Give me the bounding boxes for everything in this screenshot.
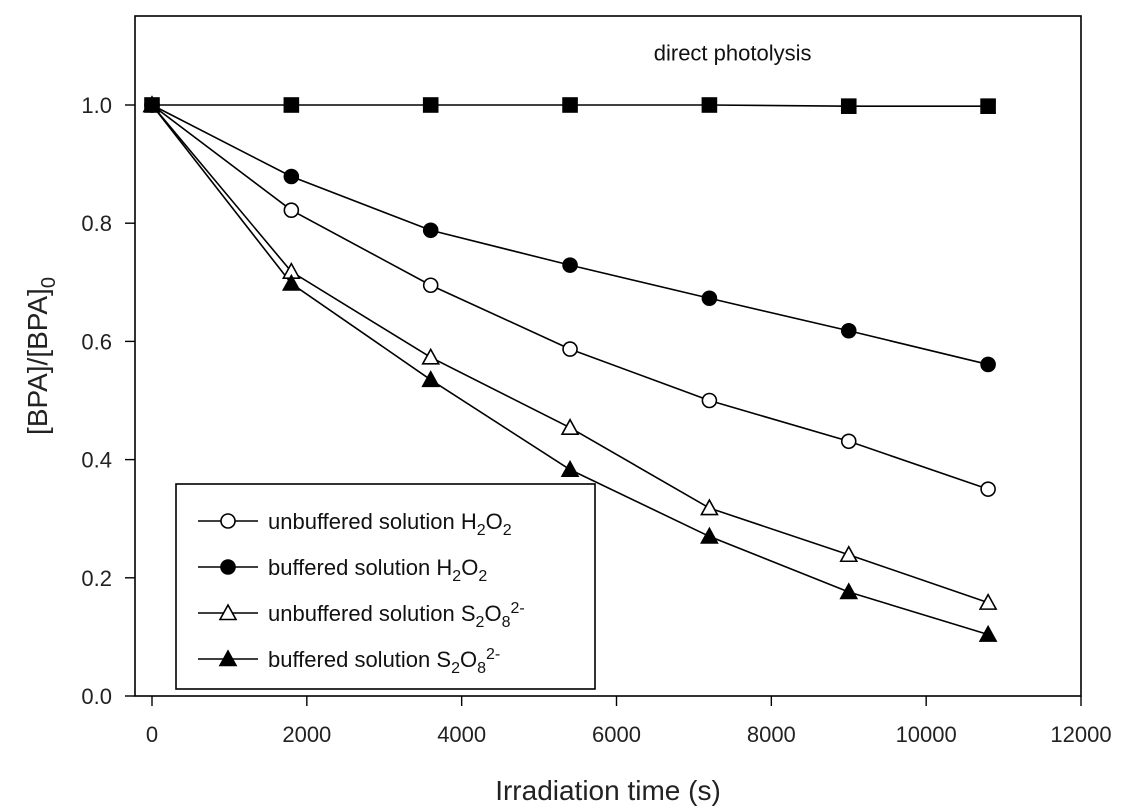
x-tick-label: 8000	[747, 722, 796, 747]
data-point-direct-photolysis	[701, 97, 718, 113]
data-point-buffered-solution-s2o8-2	[700, 526, 719, 544]
data-point-buffered-solution-s2o8-2	[281, 273, 301, 291]
legend-label-part: unbuffered solution H	[268, 509, 477, 534]
y-axis-title-main: [BPA]/[BPA]	[22, 288, 53, 435]
data-point-direct-photolysis	[283, 97, 300, 113]
data-point-direct-photolysis	[980, 98, 996, 114]
data-point-direct-photolysis	[840, 98, 857, 114]
data-point-buffered-solution-h2o2	[283, 168, 300, 185]
legend-box	[175, 483, 596, 690]
data-point-direct-photolysis	[422, 97, 439, 113]
legend-label-part: 2	[478, 568, 487, 585]
legend-label-part: 2	[477, 522, 486, 539]
y-tick-label: 0.0	[81, 684, 112, 709]
legend-marker-unbuffered-solution-s2o8-2	[218, 603, 238, 621]
series-line-buffered-solution-h2o2	[151, 104, 989, 366]
legend-label-part: 2	[503, 522, 512, 539]
legend-label-part: O	[484, 601, 501, 626]
annotation-direct-photolysis: direct photolysis	[654, 41, 812, 66]
data-point-buffered-solution-s2o8-2	[421, 370, 441, 388]
plot-frame	[134, 15, 1082, 697]
data-point-direct-photolysis	[562, 97, 578, 113]
legend-label-part: unbuffered solution S	[268, 601, 476, 626]
data-point-unbuffered-solution-s2o8-2	[700, 498, 719, 516]
x-tick-label: 2000	[282, 722, 331, 747]
legend-label-buffered-solution-s2o8-2: buffered solution S2O82-	[268, 646, 500, 677]
y-tick-label: 0.8	[81, 211, 112, 236]
data-point-unbuffered-solution-h2o2	[422, 277, 439, 294]
legend-label-part: O	[486, 509, 503, 534]
legend-label-part: O	[460, 647, 477, 672]
data-point-unbuffered-solution-s2o8-2	[421, 347, 441, 365]
legend-label-part: 2	[476, 614, 485, 631]
data-point-buffered-solution-h2o2	[422, 222, 439, 239]
data-point-buffered-solution-h2o2	[980, 356, 996, 373]
legend-label-part: O	[461, 555, 478, 580]
data-point-buffered-solution-s2o8-2	[142, 95, 162, 113]
data-point-buffered-solution-s2o8-2	[560, 459, 580, 477]
legend-label-part: buffered solution H	[268, 555, 452, 580]
data-point-unbuffered-solution-s2o8-2	[978, 592, 998, 610]
legend-label-unbuffered-solution-h2o2: unbuffered solution H2O2	[268, 509, 512, 539]
legend-marker-buffered-solution-h2o2	[220, 559, 236, 575]
y-axis-title-subscript: 0	[38, 277, 60, 288]
x-tick-label: 4000	[437, 722, 486, 747]
legend-label-part: 2-	[510, 600, 524, 617]
y-axis-title: [BPA]/[BPA]0	[22, 277, 60, 435]
x-axis-title: Irradiation time (s)	[495, 775, 721, 806]
data-point-unbuffered-solution-s2o8-2	[839, 545, 859, 563]
x-tick-label: 0	[146, 722, 158, 747]
legend-label-part: 8	[502, 614, 511, 631]
data-point-unbuffered-solution-h2o2	[980, 481, 996, 497]
axis-ticks: 0 2000 4000 6000 8000 10000 12000 0.0 0.2 0.4 0.6 0…	[81, 93, 1111, 747]
legend-label-part: buffered solution S	[268, 647, 451, 672]
x-tick-label: 6000	[592, 722, 641, 747]
legend-label-part: 8	[477, 660, 486, 677]
y-tick-label: 0.6	[81, 329, 112, 354]
data-point-buffered-solution-h2o2	[840, 322, 857, 339]
series-markers	[142, 95, 998, 642]
x-tick-label: 10000	[896, 722, 957, 747]
annotations: direct photolysis	[654, 41, 812, 66]
data-point-unbuffered-solution-h2o2	[701, 392, 718, 409]
data-point-unbuffered-solution-s2o8-2	[560, 418, 580, 435]
legend-marker-unbuffered-solution-h2o2	[220, 513, 236, 529]
x-tick-label: 12000	[1050, 722, 1111, 747]
legend-label-part: 2	[452, 568, 461, 585]
data-point-buffered-solution-h2o2	[562, 257, 578, 273]
data-point-unbuffered-solution-h2o2	[840, 433, 857, 450]
legend-label-buffered-solution-h2o2: buffered solution H2O2	[268, 555, 487, 585]
legend-label-unbuffered-solution-s2o8-2: unbuffered solution S2O82-	[268, 600, 525, 631]
legend-label-part: 2	[451, 660, 460, 677]
legend-marker-buffered-solution-s2o8-2	[218, 649, 238, 667]
y-tick-label: 1.0	[81, 93, 112, 118]
y-tick-label: 0.2	[81, 566, 112, 591]
data-point-unbuffered-solution-h2o2	[283, 202, 300, 218]
data-point-buffered-solution-s2o8-2	[839, 582, 859, 600]
y-tick-label: 0.4	[81, 448, 112, 473]
data-point-unbuffered-solution-h2o2	[562, 341, 578, 357]
data-point-buffered-solution-h2o2	[701, 290, 718, 307]
data-point-buffered-solution-s2o8-2	[978, 624, 998, 642]
legend-label-part: 2-	[486, 646, 500, 663]
